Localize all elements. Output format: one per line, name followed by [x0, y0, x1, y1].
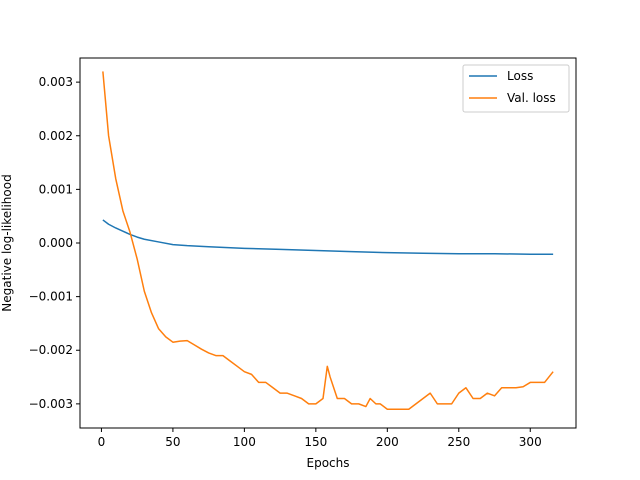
x-axis: 0 50 100 150 200 250 300	[98, 428, 542, 449]
x-tick-label: 250	[447, 435, 470, 449]
series-line-val-loss	[102, 71, 554, 410]
plot-area	[79, 57, 577, 429]
axes-frame	[80, 58, 576, 428]
series-layer	[102, 71, 554, 410]
y-tick-label: 0.000	[39, 236, 73, 250]
legend-label-loss: Loss	[507, 69, 533, 83]
y-tick-label: 0.001	[39, 182, 73, 196]
x-tick-label: 100	[233, 435, 256, 449]
legend: Loss Val. loss	[462, 64, 570, 113]
x-tick-label: 300	[519, 435, 542, 449]
x-tick-label: 50	[165, 435, 180, 449]
x-axis-label: Epochs	[307, 456, 350, 470]
y-axis-label: Negative log-likelihood	[0, 174, 14, 311]
x-tick-label: 150	[304, 435, 327, 449]
y-axis: −0.003 −0.002 −0.001 0.000 0.001 0.002 0.003	[29, 75, 80, 411]
y-tick-label: 0.003	[39, 75, 73, 89]
series-line-loss	[102, 219, 554, 256]
y-tick-label: −0.003	[29, 397, 73, 411]
y-tick-label: −0.002	[29, 343, 73, 357]
x-tick-label: 0	[98, 435, 106, 449]
y-tick-label: 0.002	[39, 129, 73, 143]
legend-label-val-loss: Val. loss	[507, 91, 556, 105]
y-tick-label: −0.001	[29, 290, 73, 304]
x-tick-label: 200	[376, 435, 399, 449]
